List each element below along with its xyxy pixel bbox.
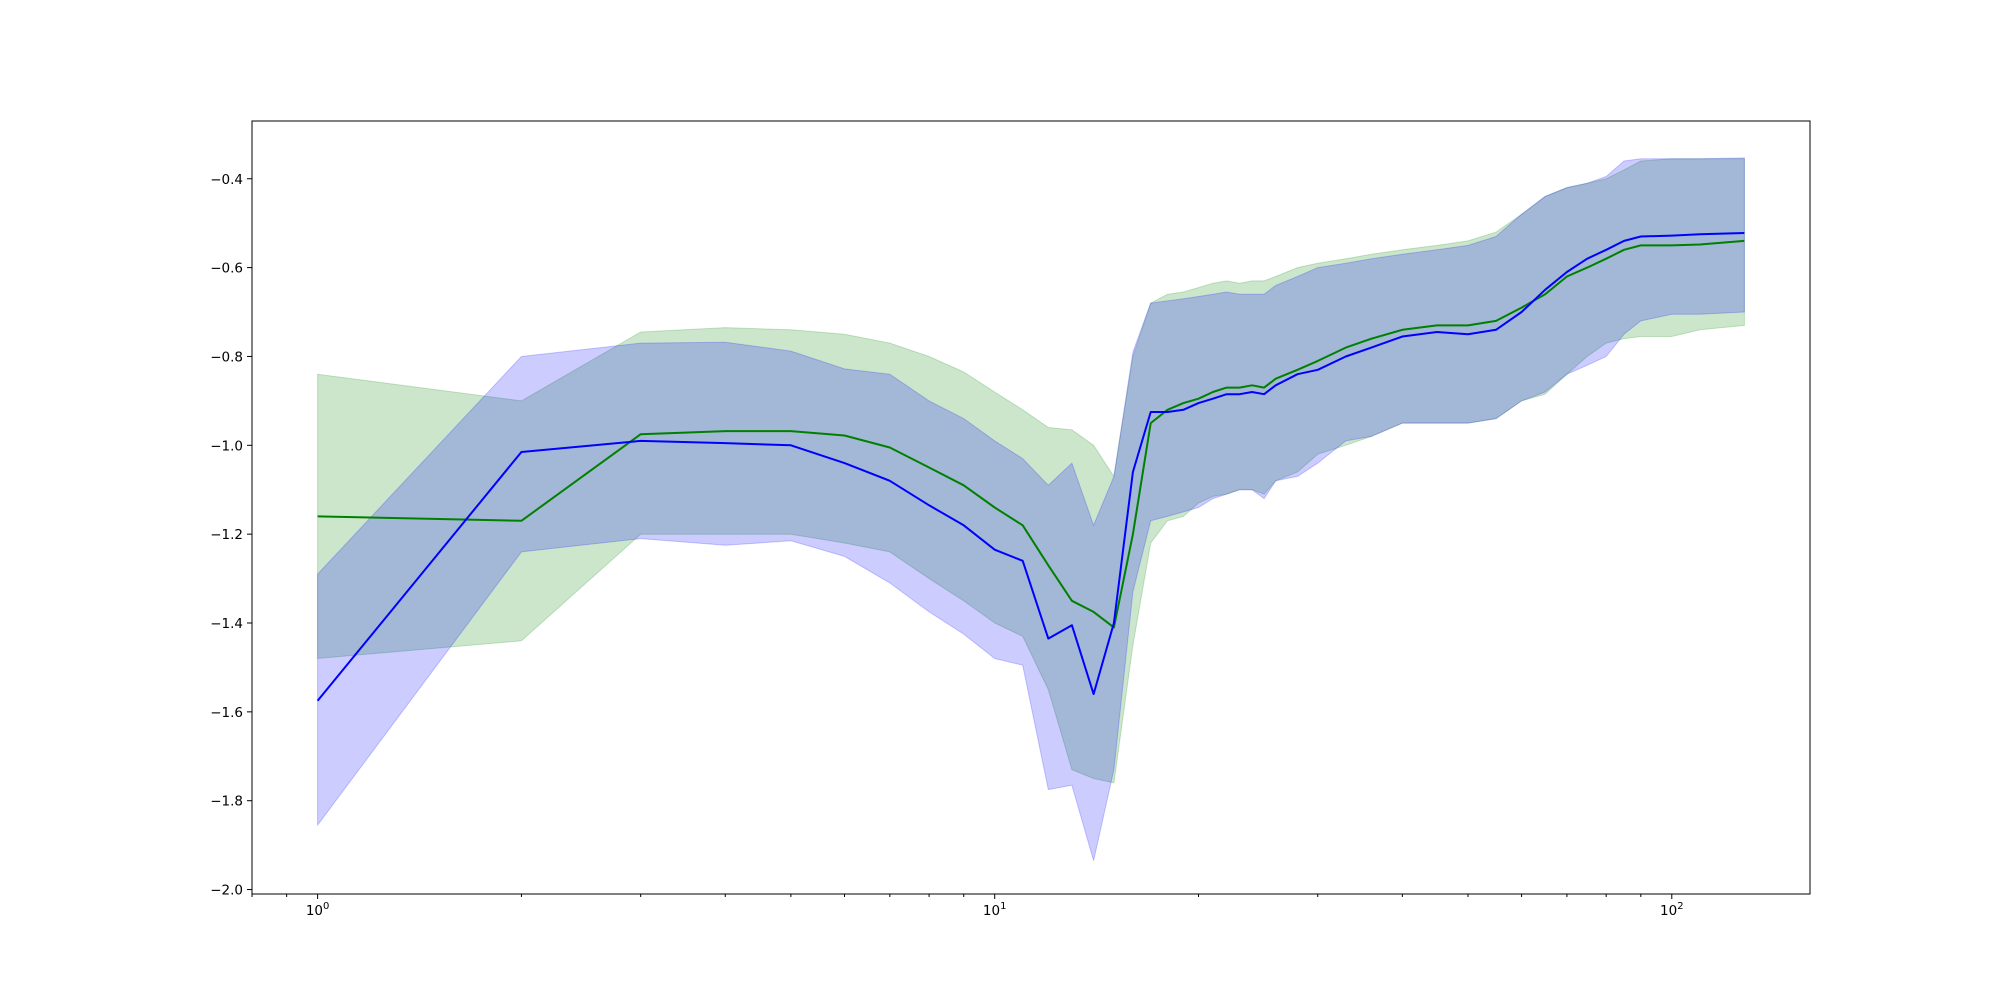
y-axis: −0.4 −0.6 −0.8 −1.0 −1.2 −1.4 −1.6 −1.8 −2.0 bbox=[210, 172, 252, 899]
plot-frame bbox=[251, 120, 1811, 895]
confidence-bands bbox=[317, 157, 1745, 861]
y-tick-label: −1.2 bbox=[210, 527, 243, 543]
x-tick-label: 100 bbox=[306, 901, 330, 919]
series-0-band bbox=[317, 158, 1745, 784]
series-1-line bbox=[316, 232, 1745, 702]
series-0-line bbox=[317, 239, 1745, 629]
y-tick-label: −1.4 bbox=[210, 616, 243, 632]
x-tick-label: 102 bbox=[1660, 901, 1684, 919]
y-tick-label: −2.0 bbox=[210, 883, 243, 899]
x-tick-label: 101 bbox=[983, 901, 1007, 919]
series-lines bbox=[316, 232, 1745, 702]
y-tick-label: −0.8 bbox=[210, 349, 243, 365]
y-tick-label: −0.4 bbox=[210, 172, 243, 188]
x-axis: 100 101 102 bbox=[251, 894, 1684, 919]
series-1-band bbox=[317, 157, 1745, 861]
y-tick-label: −1.6 bbox=[210, 705, 243, 721]
y-tick-label: −1.0 bbox=[210, 438, 243, 454]
y-tick-label: −1.8 bbox=[210, 794, 243, 810]
y-tick-label: −0.6 bbox=[210, 261, 243, 277]
